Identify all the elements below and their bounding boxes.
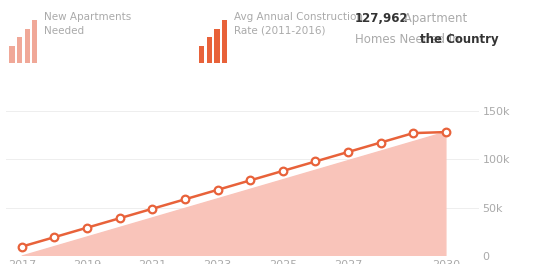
Bar — [9, 46, 15, 63]
Bar — [25, 29, 30, 63]
Text: 127,962: 127,962 — [355, 12, 408, 25]
Bar — [32, 20, 37, 63]
Bar — [207, 37, 212, 63]
Text: the Country: the Country — [420, 33, 498, 46]
Text: Apartment: Apartment — [400, 12, 468, 25]
Bar — [17, 37, 22, 63]
Text: New Apartments
Needed: New Apartments Needed — [44, 12, 131, 36]
Text: Avg Annual Construction
Rate (2011-2016): Avg Annual Construction Rate (2011-2016) — [234, 12, 363, 36]
Bar — [199, 46, 205, 63]
Polygon shape — [22, 132, 446, 256]
Bar — [214, 29, 219, 63]
Bar — [222, 20, 227, 63]
Text: Homes Needed in: Homes Needed in — [355, 33, 463, 46]
